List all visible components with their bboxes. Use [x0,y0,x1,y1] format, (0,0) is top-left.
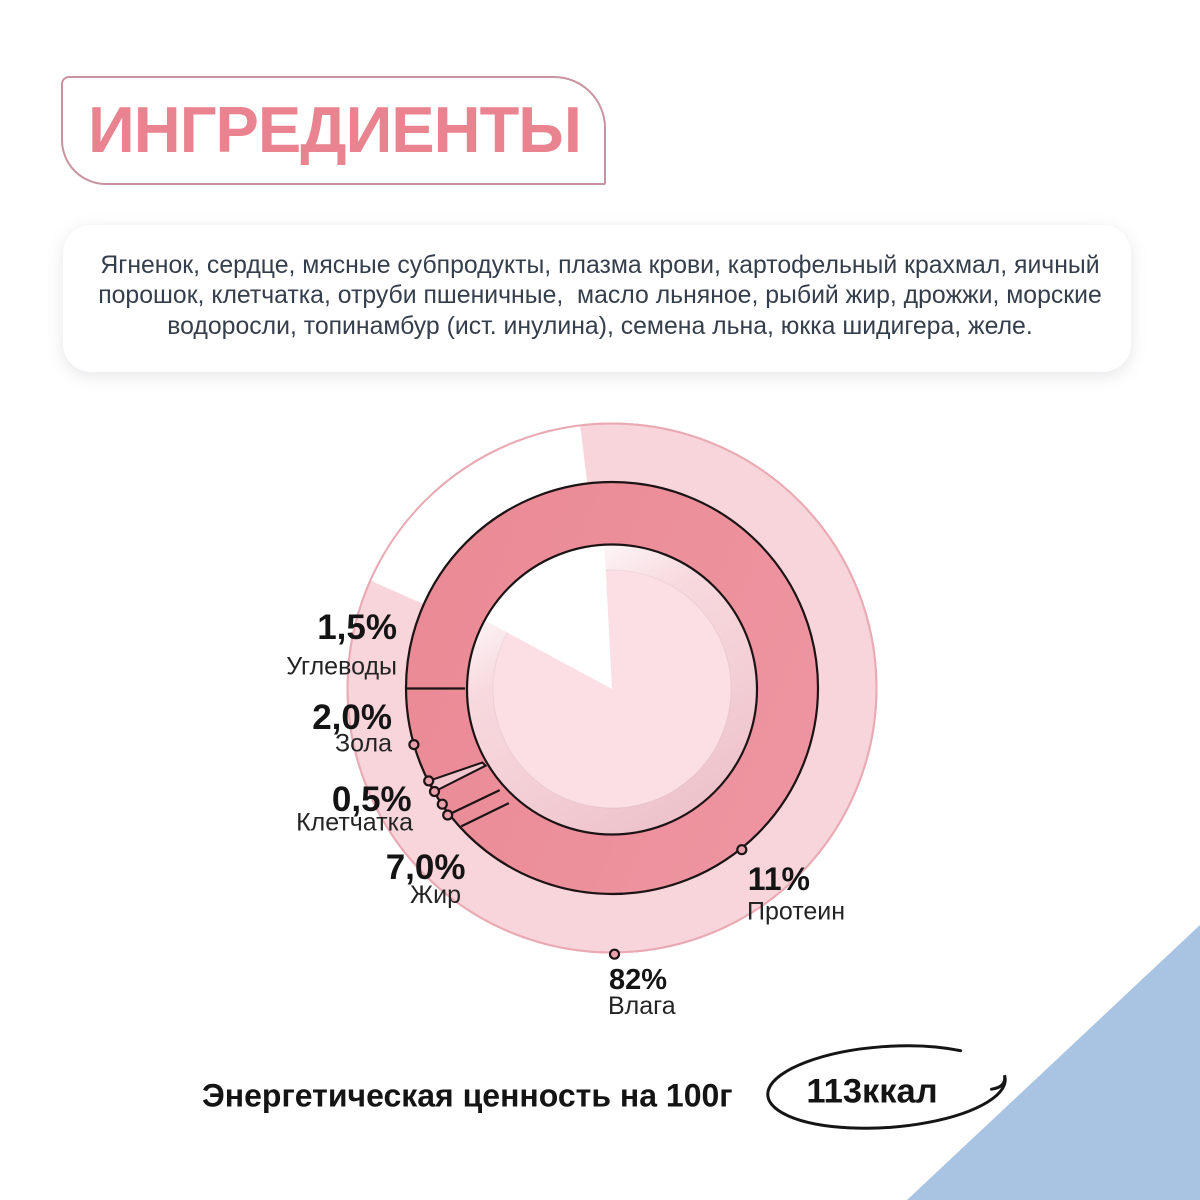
svg-text:0,5%: 0,5% [332,780,412,819]
svg-text:Жир: Жир [410,881,461,909]
svg-text:Протеин: Протеин [747,898,845,926]
svg-text:Клетчатка: Клетчатка [296,809,413,837]
svg-text:2,0%: 2,0% [312,698,392,737]
svg-text:113ккал: 113ккал [806,1073,937,1111]
svg-text:11%: 11% [748,861,810,897]
svg-text:1,5%: 1,5% [317,608,397,647]
svg-text:Энергетическая ценность на 100: Энергетическая ценность на 100г [202,1078,733,1114]
svg-text:Влага: Влага [608,992,676,1020]
svg-text:7,0%: 7,0% [386,848,466,887]
svg-text:Углеводы: Углеводы [286,653,397,681]
svg-text:82%: 82% [609,964,667,996]
svg-text:Зола: Зола [335,730,392,758]
